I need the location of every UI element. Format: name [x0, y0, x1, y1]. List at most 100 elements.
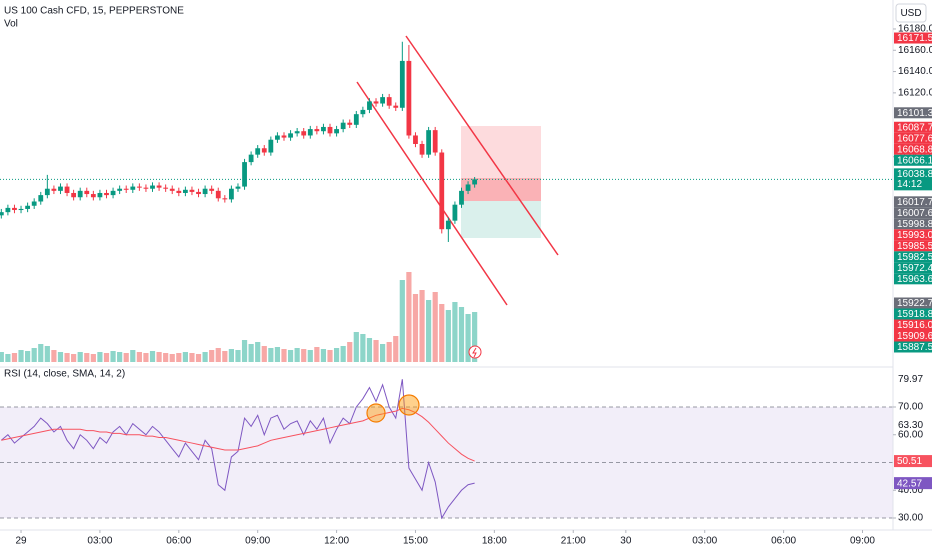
x-tick-label: 06:00 [771, 536, 796, 547]
volume-bar [426, 300, 432, 362]
candle-body [44, 188, 50, 196]
event-icon[interactable] [468, 345, 482, 359]
volume-bar [136, 352, 142, 362]
volume-bar [11, 353, 18, 362]
candle-body [136, 186, 142, 188]
y-tick-label: 16140.0 [898, 66, 932, 77]
price-tag-label: 16017.7 [897, 197, 932, 208]
price-tag-label: 15963.6 [897, 274, 932, 285]
price-tag-label: 16101.3 [897, 108, 932, 119]
price-tag [894, 308, 932, 320]
value-marker: 63.30 [898, 420, 923, 431]
price-tag [894, 297, 932, 309]
candle-body [413, 135, 418, 144]
candle-body [209, 188, 215, 191]
candle-body [242, 162, 247, 187]
candle-body [399, 60, 405, 108]
x-tick-label: 09:00 [850, 536, 875, 547]
price-tag-label: 15972.4 [897, 263, 932, 274]
price-tag [894, 196, 932, 208]
price-tag [894, 121, 932, 133]
x-tick-label: 29 [15, 536, 27, 547]
short-stop-zone[interactable] [461, 126, 541, 201]
price-tag [894, 273, 932, 285]
candle-body [406, 60, 412, 136]
candle-body [97, 192, 103, 198]
volume-label: Vol [4, 19, 18, 30]
candle-body [18, 208, 24, 211]
volume-bar [44, 346, 50, 362]
candle-body [261, 148, 267, 153]
volume-bar [261, 346, 267, 362]
currency-button[interactable] [895, 3, 927, 23]
candle-body [275, 135, 280, 140]
volume-bar [117, 352, 123, 362]
plot-area [0, 41, 893, 520]
volume-bar [268, 348, 274, 362]
candle-body [281, 135, 287, 138]
volume-bar [360, 334, 366, 362]
candle-body [459, 190, 464, 205]
volume-bar [307, 350, 313, 362]
volume-bar [333, 348, 340, 362]
candle-body [327, 126, 333, 134]
volume-bar [18, 350, 24, 362]
candle-body [189, 189, 195, 192]
volume-bar [445, 310, 451, 362]
volume-bar [472, 312, 478, 362]
volume-bar [149, 351, 156, 362]
channel-line[interactable] [356, 81, 508, 306]
volume-bar [71, 354, 77, 362]
price-tag-label: 15916.0 [897, 320, 932, 331]
volume-bar [64, 353, 70, 362]
y-tick-label: 16180.0 [898, 24, 932, 35]
y-tick-label: 16120.0 [898, 88, 932, 99]
candle-body [367, 101, 372, 110]
volume-bar [215, 348, 221, 362]
channel-line[interactable] [405, 35, 559, 256]
rsi-highlight[interactable] [398, 394, 420, 416]
volume-bar [97, 352, 103, 362]
candle-body [150, 185, 155, 189]
candle-body [31, 201, 37, 206]
volume-bar [176, 353, 182, 362]
volume-bar [77, 352, 83, 362]
price-tag [894, 330, 932, 342]
volume-bar [241, 340, 248, 362]
candle-body [196, 191, 201, 195]
candle-body [51, 188, 57, 191]
candle-body [445, 220, 451, 230]
price-tag-label: 15909.6 [897, 331, 932, 342]
candle-body [301, 131, 307, 136]
volume-bar [255, 342, 261, 362]
short-target-zone[interactable] [461, 201, 541, 238]
volume-bar [419, 290, 425, 362]
volume-bar [380, 344, 386, 362]
price-tag-label: 16087.7 [897, 122, 932, 133]
price-tag-label: 15918.8 [897, 309, 932, 320]
price-tag [894, 132, 932, 144]
value-tag-label: 42.57 [897, 478, 922, 489]
candle-body [222, 198, 228, 200]
price-tag-label: 16007.6 [897, 208, 932, 219]
candle-body [90, 194, 96, 198]
candle-body [321, 126, 326, 132]
short-entry-zone[interactable] [461, 178, 541, 201]
candle-body [373, 101, 379, 104]
x-tick-label: 15:00 [403, 536, 428, 547]
volume-bar [57, 352, 64, 362]
x-tick-label: 03:00 [692, 536, 717, 547]
candle-body [5, 207, 11, 213]
candle-body [347, 122, 353, 125]
price-tag [894, 154, 932, 166]
candle-body [123, 188, 129, 190]
price-tag-label: 15922.7 [897, 298, 932, 309]
rsi-highlight[interactable] [366, 403, 386, 423]
price-tag-label: 16171.5 [897, 33, 932, 44]
price-tag [894, 262, 932, 274]
candle-body [439, 152, 445, 230]
volume-bar [209, 350, 215, 362]
volume-bar [452, 302, 458, 362]
